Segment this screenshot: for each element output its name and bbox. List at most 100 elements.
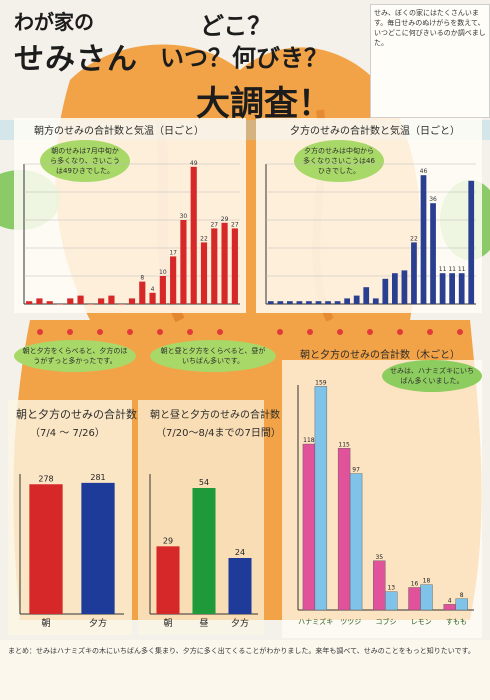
bar	[267, 301, 274, 304]
bar	[314, 386, 328, 611]
category-label: コブシ	[376, 617, 397, 626]
bar	[277, 301, 284, 304]
data-label: 24	[235, 548, 245, 557]
category-label: 昼	[199, 618, 208, 629]
data-label: 18	[423, 578, 431, 585]
bar	[392, 273, 398, 304]
bar	[385, 591, 398, 611]
bar	[118, 304, 125, 305]
bar	[334, 301, 341, 304]
bar	[449, 273, 455, 304]
category-label: ハナミズキ	[298, 617, 333, 626]
data-label: 8	[460, 592, 464, 599]
bottom-note: まとめ：せみはハナミズキの木にいちばん多く集まり、夕方に多く出てくることがわかり…	[8, 647, 475, 655]
bar	[373, 560, 386, 611]
data-label: 8	[140, 275, 144, 282]
bar	[337, 448, 351, 611]
leaf-note-trees: せみは、ハナミズキにいちばん多くいました。	[382, 360, 482, 392]
bar	[159, 276, 166, 304]
data-label: 278	[38, 474, 53, 483]
bar	[353, 295, 360, 304]
bar	[36, 298, 43, 304]
title-question-1: どこ？	[200, 12, 272, 40]
bar	[302, 443, 316, 611]
bar	[315, 301, 322, 304]
chart-title-trees: 朝と夕方のせみの合計数（木ごと）	[300, 350, 460, 361]
bar	[46, 301, 53, 304]
data-label: 36	[429, 196, 437, 203]
bar	[200, 242, 208, 304]
bar	[228, 558, 252, 614]
data-label: 4	[151, 286, 155, 293]
bar	[372, 298, 379, 304]
bar	[349, 473, 363, 611]
bar	[180, 220, 187, 304]
data-label: 11	[448, 266, 456, 273]
data-label: 115	[338, 441, 350, 448]
bar	[221, 222, 228, 304]
bar	[77, 295, 84, 304]
bar	[455, 598, 468, 611]
data-label: 159	[315, 379, 327, 386]
data-label: 17	[169, 249, 177, 256]
bar	[211, 228, 218, 304]
bar	[98, 298, 105, 304]
trees-chart: 118 159 ハナミズキ 115 97 ツツジ 35 13 コブシ 16 18 レモン 4 8 すもも	[297, 379, 474, 626]
title-question-2: いつ？何びき？	[160, 44, 328, 72]
chart-subtitle-day3: （7/20～8/4までの7日間）	[156, 428, 281, 439]
bar	[287, 301, 293, 304]
bar	[156, 546, 180, 614]
bar	[306, 301, 312, 304]
chart-title-evening: 夕方のせみの合計数と気温（日ごと）	[290, 126, 460, 137]
bar	[325, 301, 331, 304]
data-label: 27	[210, 221, 218, 228]
data-label: 10	[159, 269, 167, 276]
bar	[170, 256, 177, 304]
category-label: 朝	[41, 618, 50, 629]
chart-title-day3: 朝と昼と夕方のせみの合計数	[150, 410, 280, 421]
bar	[344, 298, 350, 304]
bar	[231, 228, 238, 304]
title-line-2: せみさん	[14, 42, 138, 77]
data-label: 11	[439, 266, 447, 273]
data-label: 118	[303, 437, 315, 444]
bar	[296, 301, 303, 304]
bar	[443, 604, 456, 611]
bar	[67, 298, 74, 304]
category-label: 夕方	[89, 617, 107, 629]
data-label: 35	[375, 554, 383, 561]
data-label: 11	[458, 266, 466, 273]
data-label: 281	[90, 473, 105, 482]
category-label: レモン	[411, 618, 432, 626]
category-label: 夕方	[231, 617, 249, 629]
category-label: ツツジ	[340, 618, 361, 626]
chart-title-morning: 朝方のせみの合計数と気温（日ごと）	[34, 126, 204, 137]
data-label: 22	[410, 235, 418, 242]
data-label: 97	[352, 467, 360, 474]
bar	[81, 482, 115, 614]
leaf-note-am-pm: 朝と夕方をくらべると、夕方のほうがずっと多かったです。	[14, 340, 136, 372]
bar	[363, 287, 370, 304]
bar	[149, 292, 156, 304]
bar	[26, 301, 33, 304]
data-label: 27	[231, 221, 239, 228]
category-label: 朝	[163, 618, 172, 629]
bar	[458, 273, 465, 304]
day3-chart: 29 朝 54 昼 24 夕方	[149, 474, 258, 629]
bar	[108, 295, 115, 304]
category-label: すもも	[446, 618, 467, 626]
bar	[29, 484, 63, 614]
data-label: 16	[411, 581, 419, 588]
leaf-note-evening: 夕方のせみは中旬から多くなりさいこうは46ひきでした。	[294, 140, 384, 182]
leaf-note-morning: 朝のせみは7月中旬から多くなり、さいこうは49ひきでした。	[40, 140, 130, 182]
data-label: 30	[180, 213, 188, 220]
bar	[420, 584, 433, 611]
data-label: 49	[190, 160, 198, 167]
am-pm-chart: 278 朝 281 夕方	[19, 473, 124, 629]
data-label: 46	[420, 168, 428, 175]
bar	[128, 298, 136, 304]
chart-title-am-pm: 朝と夕方のせみの合計数	[16, 408, 137, 421]
bar	[420, 175, 427, 304]
data-label: 29	[163, 536, 173, 545]
